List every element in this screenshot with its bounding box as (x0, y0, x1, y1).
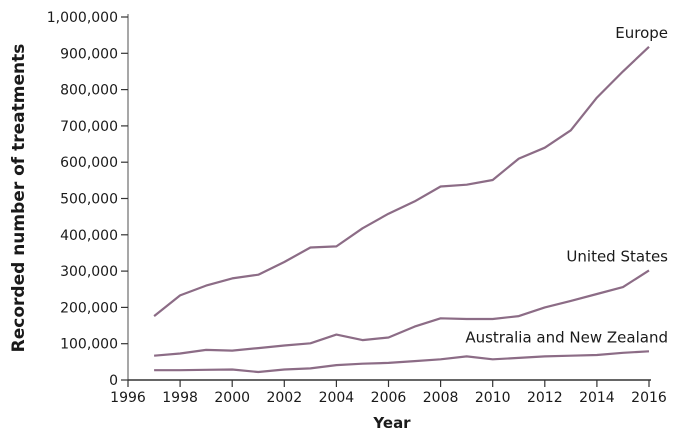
x-axis-label: Year (372, 414, 411, 432)
y-tick-label: 600,000 (60, 155, 118, 171)
series-line-australia-and-new-zealand (154, 350, 650, 374)
y-tick-label: 0 (109, 373, 118, 389)
y-tick-label: 1,000,000 (47, 10, 118, 26)
x-axis: 1996 1998 2000 2002 2004 2006 2008 2010 2012 2014… (110, 379, 667, 406)
series-line-europe (153, 46, 650, 317)
x-tick-label: 2014 (579, 390, 615, 406)
x-tick-label: 2000 (214, 390, 250, 406)
y-axis-label: Recorded number of treatments (9, 44, 29, 353)
series-line-united-states (154, 269, 650, 357)
y-tick-label: 100,000 (60, 337, 118, 353)
y-tick-label: 500,000 (60, 192, 118, 208)
series-label: Europe (615, 24, 668, 42)
series-label: United States (566, 247, 668, 265)
series-lines (153, 46, 650, 374)
x-tick-label: 2006 (371, 390, 407, 406)
series-label: Australia and New Zealand (465, 328, 668, 346)
x-tick-label: 2012 (527, 390, 563, 406)
x-tick-label: 1998 (162, 390, 198, 406)
y-tick-label: 400,000 (60, 228, 118, 244)
y-tick-label: 300,000 (60, 264, 118, 280)
y-tick-label: 200,000 (60, 300, 118, 316)
y-tick-label: 900,000 (60, 46, 118, 62)
x-tick-label: 1996 (110, 390, 146, 406)
x-tick-label: 2002 (266, 390, 302, 406)
series-labels: Europe United States Australia and New Zea… (465, 24, 668, 347)
y-tick-label: 800,000 (60, 83, 118, 99)
x-tick-label: 2016 (631, 390, 667, 406)
y-axis: 0 100,000 200,000 300,000 400,000 500,000 600,… (47, 10, 129, 389)
y-tick-label: 700,000 (60, 119, 118, 135)
x-tick-label: 2004 (319, 390, 355, 406)
x-tick-label: 2010 (475, 390, 511, 406)
x-tick-label: 2008 (423, 390, 459, 406)
